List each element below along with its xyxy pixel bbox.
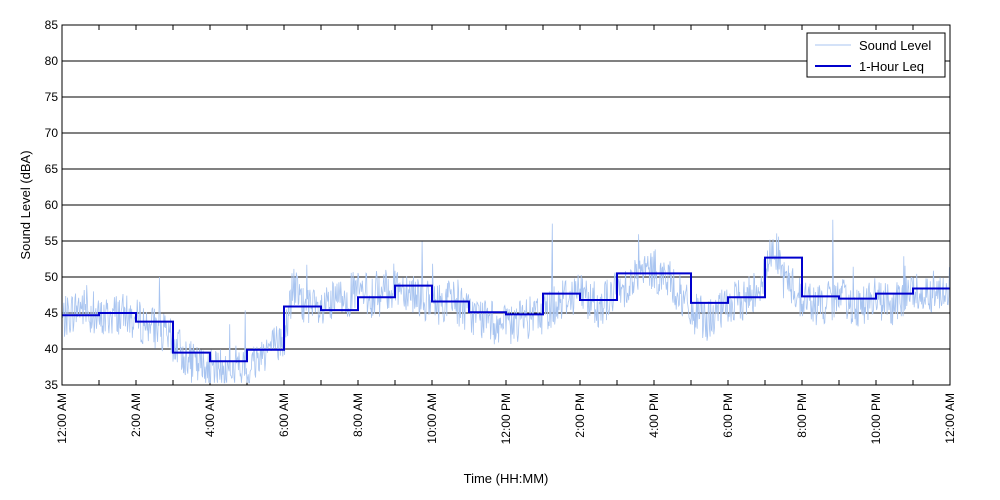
x-tick-label: 8:00 PM bbox=[795, 393, 809, 438]
axis-ticks bbox=[61, 24, 951, 386]
x-axis-title: Time (HH:MM) bbox=[464, 471, 549, 486]
y-tick-label: 75 bbox=[45, 90, 59, 104]
x-tick-labels: 12:00 AM 2:00 AM 4:00 AM 6:00 AM 8:00 AM 10:0… bbox=[55, 393, 957, 444]
x-tick-label: 4:00 AM bbox=[203, 393, 217, 437]
data-series bbox=[61, 219, 951, 384]
x-tick-label: 6:00 PM bbox=[721, 393, 735, 438]
y-tick-label: 80 bbox=[45, 54, 59, 68]
y-tick-label: 45 bbox=[45, 306, 59, 320]
series-sound-level-line bbox=[61, 219, 951, 384]
y-axis-title: Sound Level (dBA) bbox=[18, 150, 33, 259]
y-tick-label: 55 bbox=[45, 234, 59, 248]
legend-entry-sound-level: Sound Level bbox=[859, 38, 931, 53]
x-tick-label: 8:00 AM bbox=[351, 393, 365, 437]
x-tick-label: 4:00 PM bbox=[647, 393, 661, 438]
x-tick-label: 12:00 AM bbox=[943, 393, 957, 444]
y-tick-label: 50 bbox=[45, 270, 59, 284]
y-tick-label: 65 bbox=[45, 162, 59, 176]
x-tick-label: 2:00 AM bbox=[129, 393, 143, 437]
x-tick-label: 10:00 PM bbox=[869, 393, 883, 444]
legend-entry-1-hour-leq: 1-Hour Leq bbox=[859, 59, 924, 74]
x-tick-label: 6:00 AM bbox=[277, 393, 291, 437]
y-tick-label: 35 bbox=[45, 378, 59, 392]
y-tick-label: 85 bbox=[45, 18, 59, 32]
y-tick-label: 40 bbox=[45, 342, 59, 356]
y-tick-label: 70 bbox=[45, 126, 59, 140]
plot-frame bbox=[61, 24, 951, 386]
series-1-hour-leq-step bbox=[62, 256, 950, 363]
x-tick-label: 12:00 PM bbox=[499, 393, 513, 444]
legend-box bbox=[806, 32, 946, 78]
y-tick-labels: 35 40 45 50 55 60 65 70 75 80 85 bbox=[45, 18, 59, 392]
legend: Sound Level 1-Hour Leq bbox=[806, 32, 946, 78]
y-tick-label: 60 bbox=[45, 198, 59, 212]
x-tick-label: 10:00 AM bbox=[425, 393, 439, 444]
x-tick-label: 12:00 AM bbox=[55, 393, 69, 444]
x-tick-label: 2:00 PM bbox=[573, 393, 587, 438]
